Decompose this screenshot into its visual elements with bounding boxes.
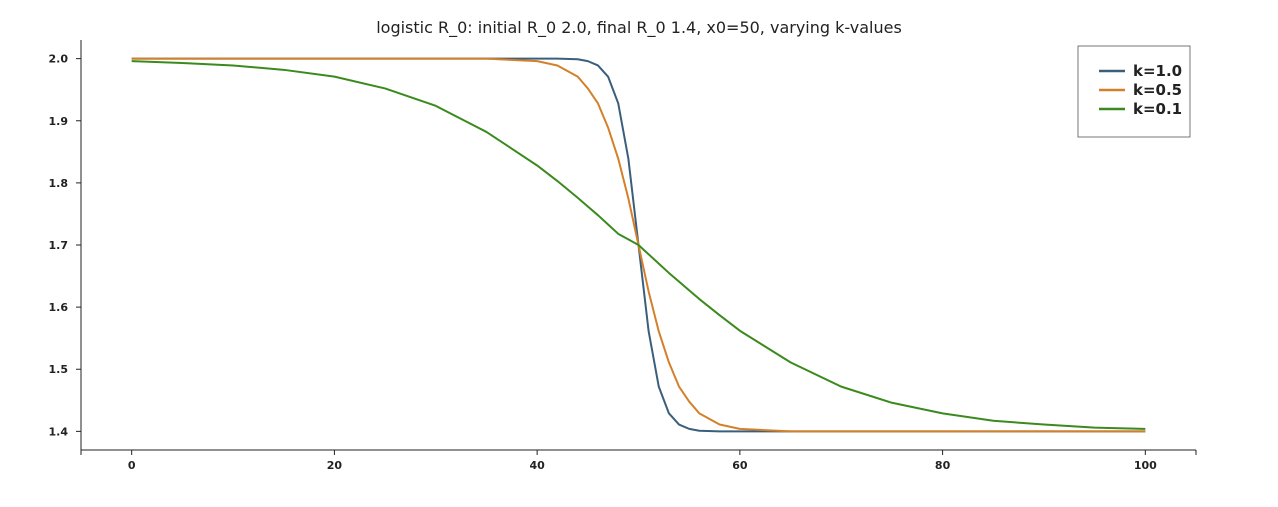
y-tick-label: 1.9 xyxy=(49,115,69,128)
y-tick-label: 1.5 xyxy=(49,363,69,376)
x-tick-label: 80 xyxy=(935,459,951,472)
legend: k=1.0k=0.5k=0.1 xyxy=(1077,45,1191,138)
series-line-2 xyxy=(131,60,1146,430)
series-lines xyxy=(131,57,1146,433)
x-tick-label: 40 xyxy=(529,459,545,472)
chart-title: logistic R_0: initial R_0 2.0, final R_0… xyxy=(376,18,902,38)
legend-label-0: k=1.0 xyxy=(1133,62,1182,80)
legend-box xyxy=(1077,45,1191,138)
y-tick-label: 1.8 xyxy=(49,177,69,190)
y-tick-label: 1.6 xyxy=(49,301,69,314)
legend-label-1: k=0.5 xyxy=(1133,81,1182,99)
x-tick-label: 20 xyxy=(327,459,343,472)
y-tick-label: 1.4 xyxy=(49,425,69,438)
y-tick-label: 1.7 xyxy=(49,239,69,252)
x-tick-label: 60 xyxy=(732,459,748,472)
x-tick-label: 100 xyxy=(1134,459,1157,472)
x-tick-label: 0 xyxy=(128,459,136,472)
legend-label-2: k=0.1 xyxy=(1133,100,1182,118)
axes: 0 20 40 60 80 100 1.4 1.5 1.6 1.7 1.8 1.9 2.0 xyxy=(49,40,1197,472)
y-tick-label: 2.0 xyxy=(49,53,69,66)
